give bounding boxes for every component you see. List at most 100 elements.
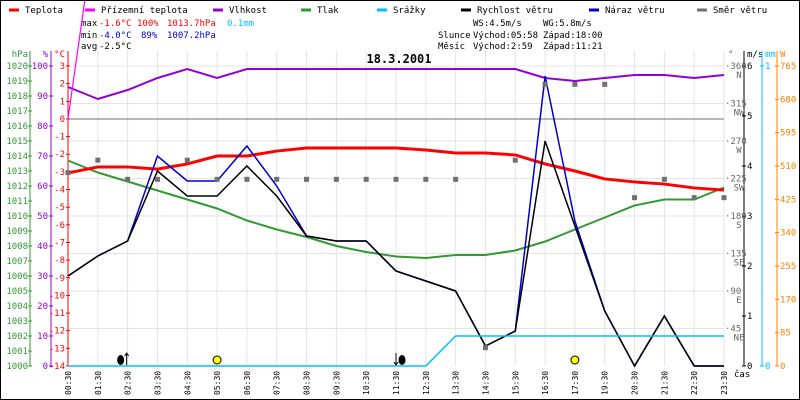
max-press: 1013.7hPa [167, 19, 216, 29]
axes: čashPa1020101910181017101610151014101310… [6, 50, 796, 380]
chart-title: 18.3.2001 [366, 52, 431, 66]
x-tick-label: 00:30 [64, 371, 73, 395]
x-tick-label: 10:30 [362, 371, 371, 395]
wind-direction-point [632, 195, 638, 201]
wind-direction-point [154, 176, 160, 182]
wind-direction-point [512, 157, 518, 163]
w-tick-label: 255 [780, 262, 796, 272]
percent-tick-label: 30 [37, 272, 48, 282]
celsius-tick-label: -13 [49, 344, 65, 354]
deg-dir-label: S [736, 221, 741, 231]
deg-dir-label: W [736, 146, 742, 156]
hpa-tick-label: 1017 [6, 107, 28, 117]
ms-axis-title: m/s [747, 50, 763, 60]
deg-dir-label: E [736, 296, 741, 306]
celsius-tick-label: -4 [54, 186, 65, 196]
x-tick-label: 23:30 [720, 371, 729, 395]
x-tick-label: 05:30 [213, 371, 222, 395]
x-tick-label: 22:30 [690, 371, 699, 395]
celsius-tick-label: 1 [60, 97, 65, 107]
wind-gust-stat: WG:5.8m/s [543, 19, 592, 29]
ms-tick-label: 5 [747, 112, 752, 122]
hpa-tick-label: 1010 [6, 212, 28, 222]
celsius-tick-label: -2 [54, 150, 65, 160]
hpa-tick-label: 1015 [6, 137, 28, 147]
wind-direction-point [453, 176, 459, 182]
deg-tick-label: ·360 [725, 62, 747, 72]
wind-speed-line [67, 140, 724, 368]
wind-direction-point [214, 176, 220, 182]
x-tick-label: 21:30 [660, 371, 669, 395]
legend-label-6: Náraz větru [605, 6, 665, 16]
x-tick-label: 11:30 [392, 371, 401, 395]
wind-direction-point [363, 176, 369, 182]
celsius-tick-label: -14 [49, 362, 65, 372]
legend-label-2: Vlhkost [229, 6, 267, 16]
x-tick-label: 01:30 [94, 371, 103, 395]
ms-tick-label: 3 [747, 212, 752, 222]
max-label: max [81, 19, 98, 29]
deg-dir-label: NE [734, 334, 745, 344]
percent-tick-label: 60 [37, 182, 48, 192]
hpa-axis-title: hPa [12, 50, 28, 60]
percent-tick-label: 40 [37, 242, 48, 252]
moon-label: Měsíc [438, 42, 465, 52]
min-temp: -4.0°C [99, 31, 132, 41]
wind-direction-point [125, 176, 131, 182]
mm-tick-label: 1 [765, 62, 770, 72]
ms-tick-label: 1 [747, 312, 752, 322]
wind-direction-point [602, 81, 608, 87]
w-tick-label: 170 [780, 295, 796, 305]
deg-dir-label: SE [734, 259, 745, 269]
arrow-head-icon [393, 361, 399, 366]
deg-tick-label: ·225 [725, 175, 747, 185]
min-press: 1007.2hPa [167, 31, 216, 41]
ms-tick-label: 2 [747, 262, 752, 272]
x-tick-label: 12:30 [422, 371, 431, 395]
celsius-tick-label: -6 [54, 221, 65, 231]
deg-tick-label: ·270 [725, 137, 747, 147]
w-tick-label: 510 [780, 162, 796, 172]
deg-tick-label: ·45 [725, 325, 741, 335]
percent-tick-label: 0 [43, 362, 48, 372]
temperature-line [67, 146, 725, 192]
celsius-axis-title: °C [54, 50, 65, 60]
percent-tick-label: 100 [32, 62, 48, 72]
legend: Teplota Přízemní teplota Vlhkost Tlak Srážky… [9, 6, 767, 16]
percent-tick-label: 50 [37, 212, 48, 222]
x-tick-label: 08:30 [303, 371, 312, 395]
sun-icon [570, 355, 580, 365]
wind-direction-point [304, 176, 310, 182]
hpa-tick-label: 1011 [6, 197, 28, 207]
x-tick-label: 13:30 [452, 371, 461, 395]
moon-icon [117, 355, 125, 365]
wind-direction-point [691, 195, 697, 201]
stats-block: max -1.6°C 100% 1013.7hPa 0.1mm min -4.0… [81, 19, 603, 52]
w-tick-label: 425 [780, 195, 796, 205]
arrow-head-icon [124, 352, 130, 357]
percent-tick-label: 10 [37, 332, 48, 342]
hpa-tick-label: 1012 [6, 182, 28, 192]
max-rain: 0.1mm [227, 19, 254, 29]
wind-direction-point [184, 157, 190, 163]
x-tick-label: 09:30 [332, 371, 341, 395]
plot-area [65, 1, 727, 368]
humidity-line [67, 67, 725, 101]
w-axis-title: W [780, 50, 786, 60]
x-tick-label: 20:30 [631, 371, 640, 395]
wind-direction-point [274, 176, 280, 182]
precipitation-line [68, 335, 724, 367]
legend-label-1: Přízemní teplota [101, 6, 188, 16]
deg-dir-label: SW [734, 184, 745, 194]
hpa-tick-label: 1009 [6, 227, 28, 237]
wind-direction-point [244, 176, 250, 182]
wind-direction-point [95, 157, 101, 163]
celsius-tick-label: -1 [54, 133, 65, 143]
x-tick-label: 04:30 [183, 371, 192, 395]
wind-direction-point [661, 176, 667, 182]
deg-dir-label: N [736, 71, 741, 81]
legend-label-5: Rychlost větru [477, 6, 553, 16]
deg-tick-label: ·90 [725, 287, 741, 297]
w-tick-label: 595 [780, 129, 796, 139]
